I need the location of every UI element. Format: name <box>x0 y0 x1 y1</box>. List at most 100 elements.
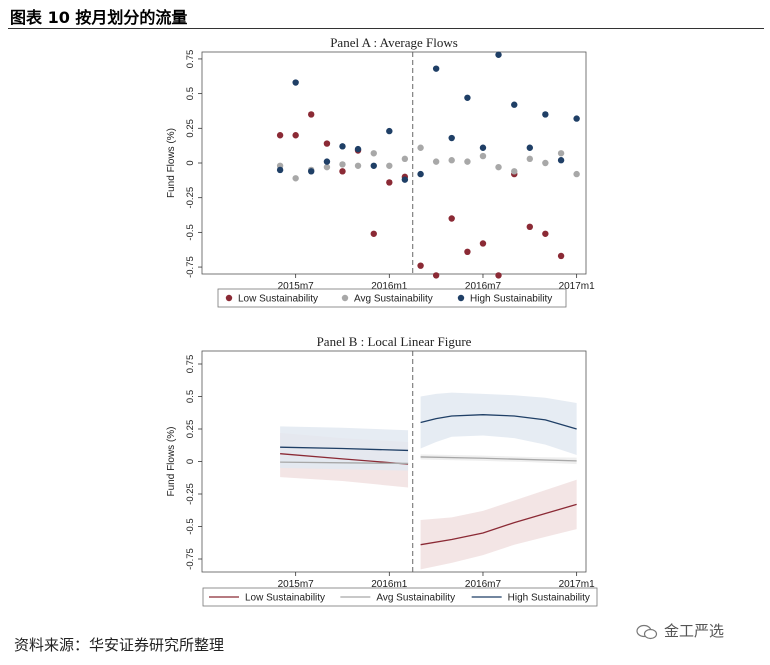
legend-marker <box>341 294 349 302</box>
y-tick-label: 0 <box>185 160 196 165</box>
x-tick-label: 2015m7 <box>278 281 315 292</box>
data-point <box>511 101 518 108</box>
legend: Low Sustainability Avg Sustainability High… <box>217 288 567 308</box>
y-tick-label: -0.5 <box>185 518 196 534</box>
data-point <box>417 262 424 269</box>
x-tick-label: 2016m7 <box>465 281 502 292</box>
data-point <box>542 159 549 167</box>
legend-marker <box>225 294 233 302</box>
data-point <box>495 51 502 58</box>
x-tick-label: 2016m7 <box>465 579 502 590</box>
data-point <box>495 272 502 279</box>
y-tick-label: -0.5 <box>185 224 196 240</box>
data-point <box>479 240 487 247</box>
data-point <box>292 132 299 139</box>
data-point <box>464 248 471 255</box>
y-tick-label: 0.75 <box>185 355 196 374</box>
data-point <box>464 158 471 165</box>
series-line <box>420 456 577 462</box>
y-tick-label: 0.75 <box>185 50 196 69</box>
data-point <box>432 272 440 279</box>
series-line <box>280 461 409 465</box>
y-axis-label: Fund Flows (%) <box>166 128 177 198</box>
legend-label: Low Sustainability <box>245 593 325 604</box>
y-tick-label: 0.25 <box>185 420 196 439</box>
figure-title: 图表 10 按月划分的流量 <box>10 8 188 27</box>
data-point <box>542 230 549 237</box>
legend-label: High Sustainability <box>508 593 590 604</box>
data-point <box>417 170 424 178</box>
data-point <box>276 132 284 139</box>
panel-title: Panel A : Average Flows <box>330 35 458 50</box>
data-point <box>276 166 284 174</box>
x-tick-label: 2016m1 <box>371 281 408 292</box>
data-point <box>573 170 580 178</box>
y-tick-label: -0.75 <box>185 548 196 570</box>
data-point <box>557 252 565 260</box>
data-point <box>323 163 331 171</box>
x-tick-label: 2017m1 <box>559 579 596 590</box>
data-point <box>292 175 299 182</box>
data-point <box>386 127 393 135</box>
data-point <box>308 168 315 175</box>
data-point <box>495 163 502 171</box>
data-point <box>557 157 565 164</box>
legend-label: High Sustainability <box>470 294 552 305</box>
data-point <box>573 115 580 122</box>
confidence-band <box>420 392 577 455</box>
x-tick-label: 2017m1 <box>559 281 596 292</box>
x-tick-label: 2015m7 <box>278 579 315 590</box>
legend-box <box>202 587 598 607</box>
series-line <box>280 446 409 452</box>
legend-label: Avg Sustainability <box>354 294 433 305</box>
y-tick-label: 0 <box>185 459 196 464</box>
data-point <box>417 144 424 151</box>
legend-label: Low Sustainability <box>238 294 318 305</box>
data-point <box>526 155 534 163</box>
series-line <box>280 453 409 465</box>
data-point <box>432 158 440 165</box>
data-point <box>479 152 487 160</box>
data-point <box>339 143 346 150</box>
confidence-band <box>420 479 577 570</box>
legend-box <box>217 288 567 308</box>
data-point <box>401 155 409 163</box>
y-tick-label: 0.5 <box>185 390 196 403</box>
data-point <box>432 65 440 72</box>
data-point <box>370 150 377 157</box>
data-point <box>308 111 315 118</box>
x-tick-label: 2016m1 <box>371 579 408 590</box>
data-point <box>370 230 377 237</box>
data-point <box>526 144 534 151</box>
data-point <box>339 161 346 168</box>
source-note: 资料来源：华安证券研究所整理 <box>14 636 225 654</box>
data-point <box>386 162 393 169</box>
y-tick-label: -0.25 <box>185 187 196 209</box>
data-point <box>354 162 362 169</box>
data-point <box>323 158 331 165</box>
y-tick-label: 0.5 <box>185 87 196 100</box>
wechat-icon <box>636 624 658 639</box>
watermark: 金工严选 <box>636 620 756 646</box>
plot-frame <box>201 51 587 275</box>
data-point <box>542 111 549 118</box>
y-tick-label: -0.75 <box>185 256 196 278</box>
series-line <box>420 503 577 546</box>
data-point <box>386 179 393 186</box>
data-point <box>448 215 455 222</box>
data-point <box>354 145 362 153</box>
legend-marker <box>457 294 465 302</box>
data-point <box>448 157 455 164</box>
legend-label: Avg Sustainability <box>376 593 455 604</box>
series-line <box>420 414 577 430</box>
data-point <box>401 176 409 183</box>
data-point <box>479 144 487 151</box>
data-point <box>557 150 565 157</box>
watermark-text: 金工严选 <box>664 622 725 640</box>
y-tick-label: 0.25 <box>185 119 196 138</box>
title-divider <box>8 28 764 29</box>
panel-title: Panel B : Local Linear Figure <box>317 334 472 349</box>
data-point <box>464 94 471 101</box>
data-point <box>339 168 346 175</box>
